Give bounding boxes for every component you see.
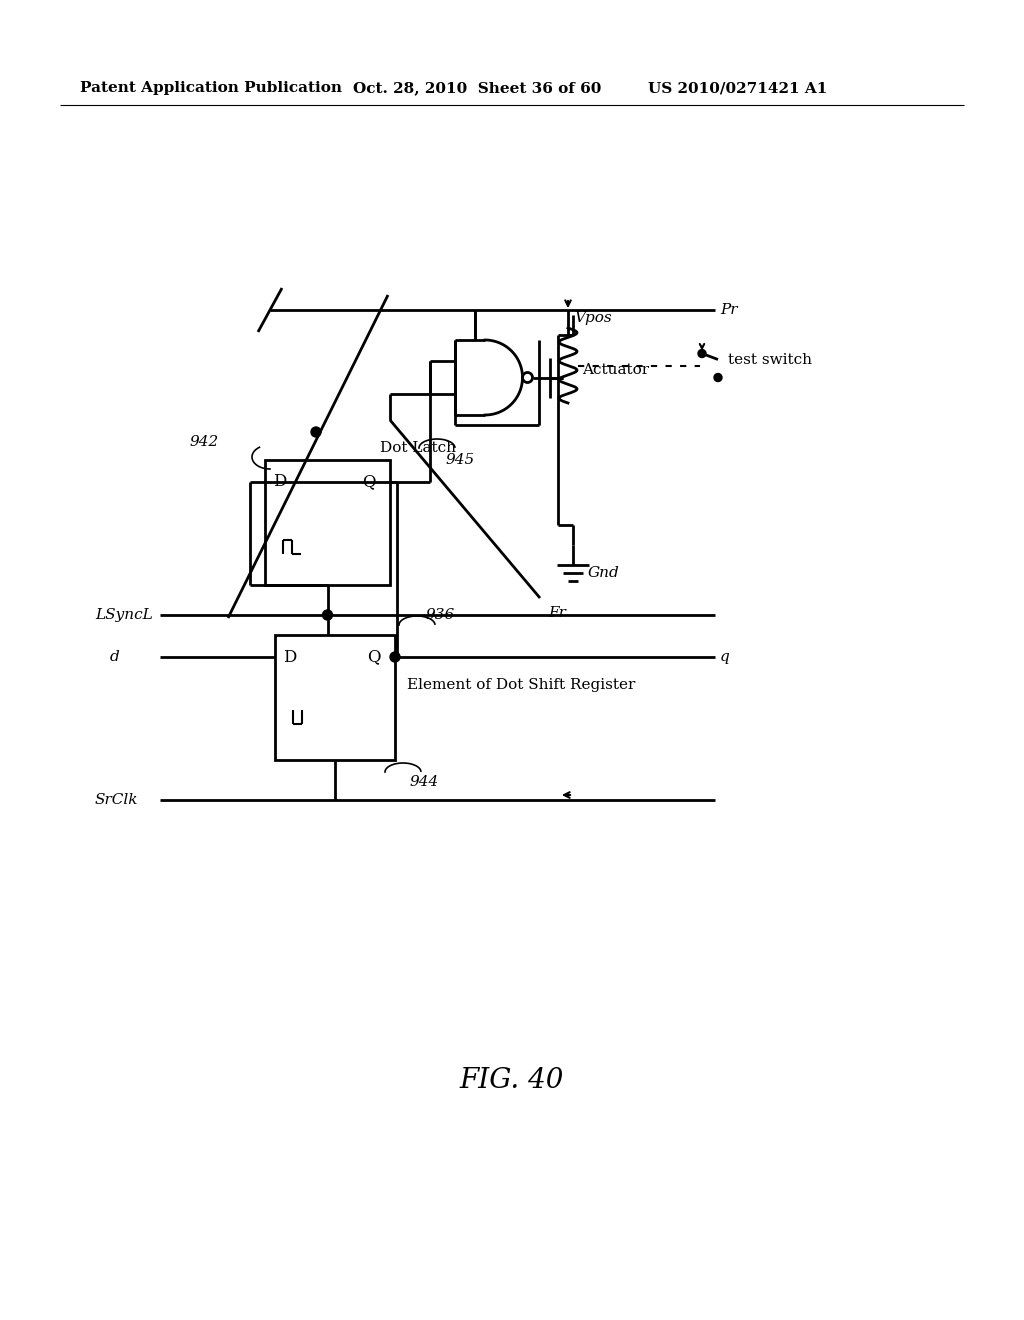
Circle shape <box>522 372 532 383</box>
Circle shape <box>311 426 321 437</box>
Text: Vpos: Vpos <box>574 312 611 325</box>
Text: D: D <box>283 648 296 665</box>
Text: LSyncL: LSyncL <box>95 609 153 622</box>
Text: Oct. 28, 2010  Sheet 36 of 60: Oct. 28, 2010 Sheet 36 of 60 <box>353 81 601 95</box>
Text: Dot Latch: Dot Latch <box>380 441 456 455</box>
Text: D: D <box>273 474 287 491</box>
Circle shape <box>390 652 400 663</box>
Text: Patent Application Publication: Patent Application Publication <box>80 81 342 95</box>
Text: 944: 944 <box>410 775 439 789</box>
Text: 942: 942 <box>190 436 219 449</box>
Text: Element of Dot Shift Register: Element of Dot Shift Register <box>407 678 635 692</box>
Text: Actuator: Actuator <box>582 363 649 378</box>
Text: q: q <box>720 649 730 664</box>
Text: 936: 936 <box>425 609 455 622</box>
Text: US 2010/0271421 A1: US 2010/0271421 A1 <box>648 81 827 95</box>
Text: test switch: test switch <box>728 354 812 367</box>
Text: SrClk: SrClk <box>95 793 138 807</box>
Bar <box>265 459 390 585</box>
Text: Pr: Pr <box>720 304 737 317</box>
Text: Fr: Fr <box>548 606 566 620</box>
Text: Q: Q <box>367 648 381 665</box>
Circle shape <box>698 350 706 358</box>
Text: Q: Q <box>362 474 376 491</box>
Text: 945: 945 <box>445 453 474 467</box>
Circle shape <box>714 374 722 381</box>
Circle shape <box>323 610 333 620</box>
Text: d: d <box>110 649 120 664</box>
Bar <box>275 635 395 760</box>
Text: Gnd: Gnd <box>588 566 620 579</box>
Text: FIG. 40: FIG. 40 <box>460 1067 564 1093</box>
